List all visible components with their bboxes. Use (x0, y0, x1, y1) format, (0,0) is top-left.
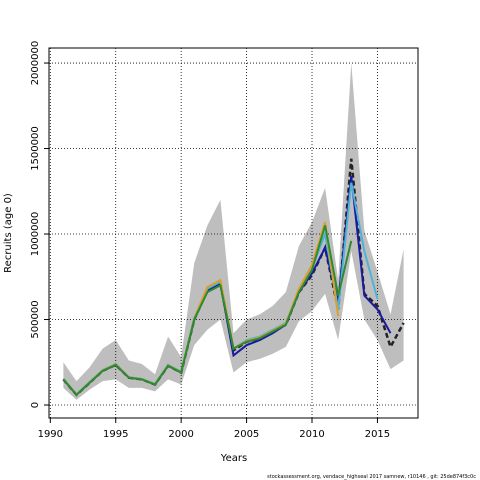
x-tick-label: 2005 (234, 429, 259, 440)
y-tick-label: 500000 (30, 300, 41, 338)
footnote: stockassessment.org, vendace_highseal 20… (267, 474, 476, 480)
x-tick-label: 1990 (38, 429, 63, 440)
y-tick-label: 2000000 (30, 41, 41, 86)
y-axis-label: Recruits (age 0) (3, 193, 14, 273)
plot-frame (48, 47, 419, 419)
x-tick-label: 2010 (299, 429, 324, 440)
y-tick-label: 1500000 (30, 126, 41, 171)
y-tick-label: 1000000 (30, 212, 41, 257)
confidence-band (63, 63, 404, 400)
x-tick-label: 2015 (365, 429, 390, 440)
series-line (62, 225, 353, 397)
x-axis-label: Years (220, 453, 247, 464)
x-tick-label: 2000 (168, 429, 193, 440)
y-tick-label: 0 (30, 402, 41, 408)
x-tick-label: 1995 (103, 429, 128, 440)
